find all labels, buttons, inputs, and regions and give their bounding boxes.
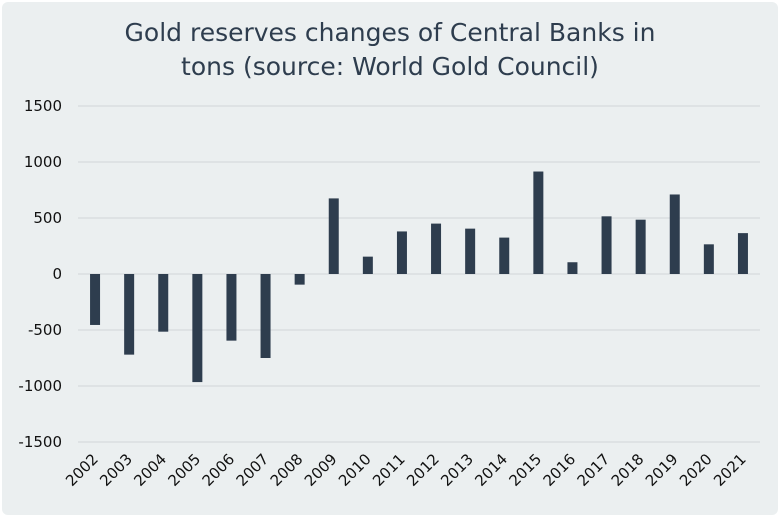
x-tick-label: 2006 <box>199 450 239 490</box>
bar-2007 <box>260 274 271 358</box>
x-tick-label: 2018 <box>608 450 648 490</box>
y-tick-label: 1000 <box>24 153 62 171</box>
bar-2018 <box>635 219 646 274</box>
x-tick-label: 2014 <box>471 450 511 490</box>
x-tick-label: 2011 <box>369 450 409 490</box>
bars <box>90 171 748 383</box>
bar-2017 <box>601 216 612 274</box>
x-tick-label: 2005 <box>164 450 204 490</box>
y-tick-label: -500 <box>28 321 62 339</box>
x-tick-label: 2020 <box>676 450 716 490</box>
x-tick-label: 2002 <box>62 450 102 490</box>
x-tick-label: 2012 <box>403 450 443 490</box>
x-tick-label: 2019 <box>642 450 682 490</box>
x-tick-label: 2016 <box>540 450 580 490</box>
bar-2011 <box>396 231 407 274</box>
x-tick-label: 2008 <box>267 450 307 490</box>
x-tick-label: 2017 <box>574 450 614 490</box>
x-tick-label: 2010 <box>335 450 375 490</box>
x-tick-label: 2004 <box>130 450 170 490</box>
bar-2004 <box>158 274 169 332</box>
y-axis-labels: 1500 1000 500 0 -500 -1000 -1500 <box>18 97 62 451</box>
y-tick-label: -1000 <box>18 377 62 395</box>
y-tick-label: 1500 <box>24 97 62 115</box>
bar-2010 <box>362 256 373 274</box>
y-tick-label: -1500 <box>18 433 62 451</box>
bar-2009 <box>328 198 339 274</box>
bar-2020 <box>703 244 714 274</box>
bar-2021 <box>737 233 748 274</box>
x-tick-label: 2007 <box>233 450 273 490</box>
bar-2012 <box>431 223 442 274</box>
x-tick-label: 2015 <box>505 450 545 490</box>
x-tick-label: 2009 <box>301 450 341 490</box>
x-tick-label: 2003 <box>96 450 136 490</box>
bar-2013 <box>465 228 476 274</box>
bar-2014 <box>499 237 510 274</box>
y-tick-label: 500 <box>33 209 62 227</box>
bar-2015 <box>533 171 544 274</box>
bar-2019 <box>669 194 680 274</box>
bar-2008 <box>294 274 305 285</box>
bar-2003 <box>124 274 135 355</box>
x-tick-label: 2013 <box>437 450 477 490</box>
bar-2016 <box>567 262 578 274</box>
bar-2002 <box>90 274 101 325</box>
chart-title: Gold reserves changes of Central Banks i… <box>124 18 656 81</box>
x-axis-labels: 2002200320042005200620072008200920102011… <box>62 450 750 490</box>
bar-2006 <box>226 274 237 341</box>
y-tick-label: 0 <box>52 265 62 283</box>
gridlines <box>78 105 760 443</box>
bar-2005 <box>192 274 203 383</box>
x-tick-label: 2021 <box>710 450 750 490</box>
